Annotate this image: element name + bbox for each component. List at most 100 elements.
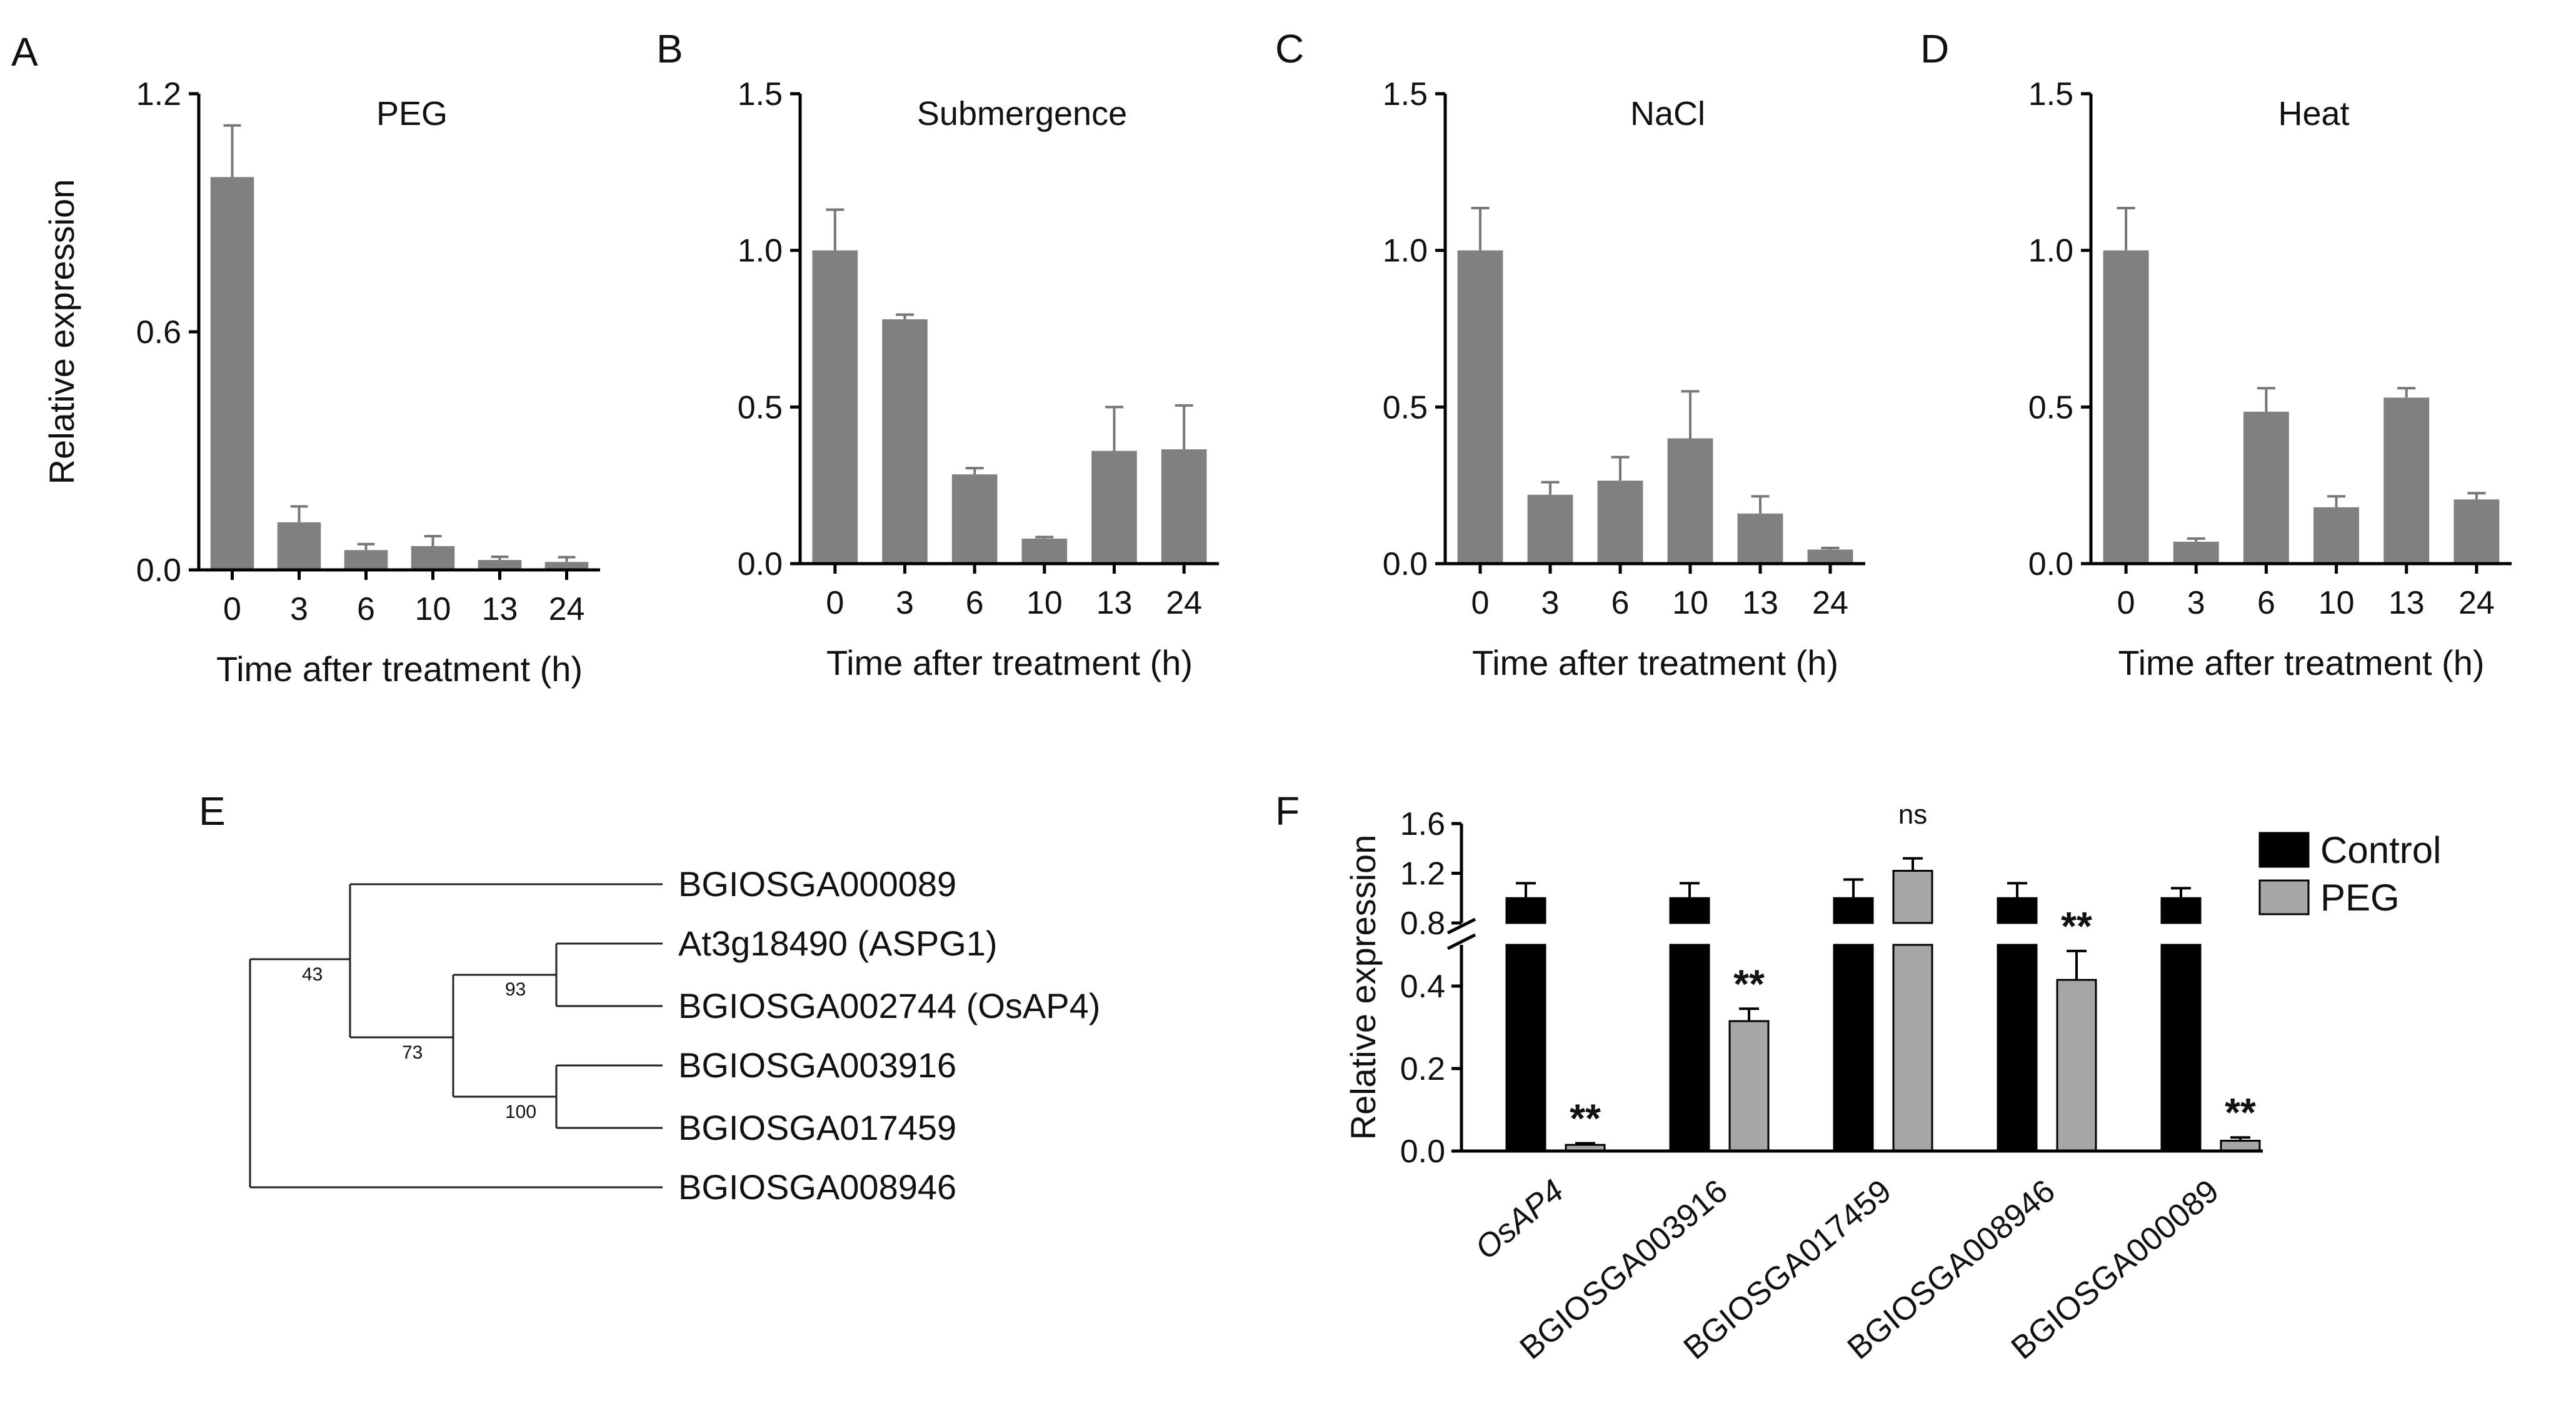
error-bar — [424, 535, 442, 546]
error-bar — [826, 208, 844, 251]
x-tick-label: 0 — [826, 585, 844, 621]
x-tick-label: OsAP4 — [1468, 1173, 1570, 1267]
panel-letter-a: A — [11, 29, 38, 74]
bar — [478, 560, 522, 570]
error-bar — [895, 313, 915, 319]
phylogenetic-tree: BGIOSGA000089 At3g18490 (ASPG1) BGIOSGA0… — [249, 864, 1100, 1207]
y-axis-label: Relative expression — [42, 179, 81, 485]
legend-label: Control — [2320, 829, 2441, 871]
chart-panel-c: 0 3 6 10 13 24 0.0 0.5 1.0 1.5 Time after treatmen… — [1383, 76, 1865, 682]
bar — [1161, 449, 1207, 564]
x-tick-label: 13 — [2388, 585, 2425, 621]
x-tick-label: 24 — [1812, 585, 1848, 621]
panel-letter-e: E — [199, 789, 226, 834]
significance-label: ** — [1570, 1095, 1601, 1140]
error-bar — [2257, 387, 2275, 412]
bar — [2383, 397, 2430, 564]
x-tick-label: 24 — [1166, 585, 1202, 621]
x-tick-label: 3 — [290, 591, 308, 627]
y-tick-label: 0.0 — [1400, 1134, 1445, 1170]
panel-letter-d: D — [1920, 26, 1949, 71]
bar — [1807, 549, 1853, 564]
chart-panel-b: 0 3 6 10 13 24 0.0 0.5 1.0 1.5 Time after treatmen… — [738, 76, 1219, 682]
bar — [1892, 944, 1933, 1152]
x-tick-label: 24 — [549, 591, 585, 627]
y-tick-label: 1.5 — [738, 76, 783, 112]
y-tick-label: 1.2 — [136, 76, 181, 112]
x-axis-label: Time after treatment (h) — [216, 649, 583, 689]
y-tick-label: 0.0 — [1383, 546, 1428, 582]
x-tick-label: 3 — [2187, 585, 2205, 621]
bar — [2056, 979, 2097, 1152]
chart-title: Submergence — [917, 95, 1127, 132]
bootstrap-value: 43 — [302, 964, 323, 985]
error-bar — [1739, 1007, 1759, 1022]
x-tick-label: 13 — [1096, 585, 1133, 621]
x-tick-label: 13 — [1742, 585, 1778, 621]
y-axis-label: Relative expression — [1343, 835, 1383, 1140]
x-tick-label: 6 — [1611, 585, 1630, 621]
y-tick-label: 0.2 — [1400, 1051, 1445, 1087]
significance-label: ** — [2061, 904, 2092, 949]
bar — [2103, 250, 2149, 564]
chart-panel-f: **OsAP4**BGIOSGA003916nsBGIOSGA017459**B… — [1343, 799, 2441, 1367]
error-bar — [1681, 390, 1700, 439]
bootstrap-value: 100 — [505, 1102, 536, 1122]
error-bar — [357, 542, 375, 551]
bar — [2243, 411, 2289, 564]
error-bar — [1751, 495, 1770, 514]
bar — [1505, 897, 1546, 924]
x-tick-label: 6 — [357, 591, 375, 627]
bar — [1892, 870, 1933, 924]
x-tick-label: 6 — [966, 585, 984, 621]
error-bar — [1821, 546, 1840, 550]
tree-label: BGIOSGA003916 — [678, 1045, 956, 1085]
error-bar — [1843, 878, 1863, 899]
chart-title: NaCl — [1630, 95, 1705, 132]
bar — [812, 250, 858, 564]
panel-letter-b: B — [656, 26, 683, 71]
bar — [1597, 481, 1643, 564]
error-bar — [2007, 882, 2027, 899]
x-tick-label: 3 — [896, 585, 914, 621]
y-tick-label: 0.0 — [738, 546, 783, 582]
bar — [1997, 944, 2038, 1152]
legend-label: PEG — [2320, 877, 2400, 919]
bar — [1505, 944, 1546, 1152]
error-bar — [2117, 206, 2135, 251]
chart-panel-d: 0 3 6 10 13 24 0.0 0.5 1.0 1.5 Time after treatmen… — [2028, 76, 2512, 682]
bar — [882, 319, 928, 564]
legend-swatch — [2258, 879, 2310, 915]
error-bar — [1611, 456, 1630, 481]
bar — [1457, 250, 1503, 564]
bar — [1737, 513, 1783, 564]
error-bar — [1035, 536, 1054, 539]
panel-letter-c: C — [1275, 26, 1304, 71]
x-tick-label: 13 — [482, 591, 518, 627]
y-tick-label: 1.6 — [1400, 806, 1445, 842]
error-bar — [1541, 481, 1560, 495]
tree-label: BGIOSGA008946 — [678, 1167, 956, 1207]
chart-panel-a: 0 3 6 10 13 24 0.0 0.6 1.2 Time after treatment (… — [42, 76, 600, 689]
error-bar — [2327, 495, 2346, 507]
y-tick-label: 0.0 — [136, 552, 181, 589]
error-bar — [1575, 1142, 1595, 1145]
chart-title: PEG — [376, 95, 448, 132]
tree-label: BGIOSGA000089 — [678, 864, 956, 904]
bar — [2160, 897, 2202, 924]
x-axis-label: Time after treatment (h) — [826, 643, 1193, 682]
error-bar — [2467, 492, 2486, 500]
bootstrap-value: 93 — [505, 979, 526, 1000]
bar — [1728, 1020, 1770, 1152]
y-tick-label: 1.0 — [1383, 233, 1428, 269]
bar — [544, 562, 589, 570]
error-bar — [2230, 1136, 2250, 1141]
bar — [277, 522, 321, 570]
y-tick-label: 0.6 — [136, 314, 181, 351]
error-bar — [1471, 206, 1490, 251]
significance-label: ** — [1733, 961, 1765, 1006]
error-bar — [965, 467, 984, 475]
axis-break-marks — [1446, 917, 1476, 950]
panel-letter-f: F — [1275, 789, 1300, 834]
error-bar — [223, 124, 241, 177]
